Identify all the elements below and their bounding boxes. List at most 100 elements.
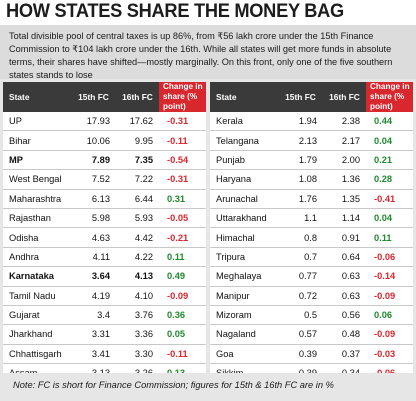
table-row: Arunachal 1.76 1.35 -0.41 — [210, 189, 413, 209]
fc15-cell: 7.52 — [91, 174, 110, 185]
fc16-cell: 0.91 — [341, 232, 360, 243]
header-change: Change in share (% point) — [366, 82, 413, 112]
fc16-cell: 2.38 — [341, 116, 360, 127]
fc16-cell: 0.63 — [341, 271, 360, 282]
table-row: West Bengal 7.52 7.22 -0.31 — [3, 170, 206, 190]
fc16-cell: 9.95 — [134, 135, 153, 146]
fc15-cell: 1.79 — [298, 154, 317, 165]
fc15-cell: 3.41 — [91, 348, 110, 359]
fc16-cell: 7.35 — [134, 154, 153, 165]
state-cell: Gujarat — [9, 310, 40, 321]
header-16th-fc: 16th FC — [122, 92, 153, 102]
table-row: MP 7.89 7.35 -0.54 — [3, 150, 206, 171]
fc15-cell: 5.98 — [91, 213, 110, 224]
fc15-cell: 0.8 — [304, 232, 317, 243]
fc15-cell: 7.89 — [91, 154, 110, 165]
table-row: Goa 0.39 0.37 -0.03 — [210, 344, 413, 365]
change-cell: -0.09 — [167, 290, 189, 301]
table-body-right: Kerala 1.94 2.38 0.44 Telangana 2.13 2.17 0.04 P… — [210, 112, 413, 384]
change-cell: 0.36 — [167, 310, 186, 321]
fc15-cell: 2.13 — [298, 135, 317, 146]
change-cell: -0.09 — [374, 290, 396, 301]
table-row: Tamil Nadu 4.19 4.10 -0.09 — [3, 286, 206, 306]
change-cell: -0.05 — [167, 213, 189, 224]
fc16-cell: 4.13 — [134, 271, 153, 282]
state-cell: Tamil Nadu — [9, 290, 56, 301]
tables-area: State 15th FC 16th FC Change in share (%… — [0, 79, 416, 384]
fc16-cell: 4.10 — [134, 290, 153, 301]
state-cell: Bihar — [9, 135, 31, 146]
fc15-cell: 3.64 — [91, 271, 110, 282]
change-cell: -0.06 — [374, 251, 396, 262]
table-row: Jharkhand 3.31 3.36 0.05 — [3, 325, 206, 345]
header-change: Change in share (% point) — [159, 82, 206, 112]
change-cell: -0.09 — [374, 329, 396, 340]
fc15-cell: 0.7 — [304, 251, 317, 262]
fc15-cell: 4.19 — [91, 290, 110, 301]
fc16-cell: 2.00 — [341, 154, 360, 165]
change-cell: -0.11 — [167, 348, 188, 359]
fc15-cell: 3.4 — [97, 310, 110, 321]
change-cell: 0.11 — [167, 251, 185, 262]
table-row: Mizoram 0.5 0.56 0.06 — [210, 305, 413, 326]
table-row: Haryana 1.08 1.36 0.28 — [210, 170, 413, 190]
state-cell: Karnataka — [9, 271, 54, 282]
table-row: Tripura 0.7 0.64 -0.06 — [210, 247, 413, 268]
fc16-cell: 0.37 — [341, 348, 360, 359]
fc15-cell: 6.13 — [91, 193, 110, 204]
change-cell: 0.31 — [167, 193, 186, 204]
state-cell: Maharashtra — [9, 193, 62, 204]
fc15-cell: 4.11 — [92, 251, 110, 262]
table-row: Karnataka 3.64 4.13 0.49 — [3, 267, 206, 287]
change-cell: 0.05 — [167, 329, 186, 340]
table-row: Himachal 0.8 0.91 0.11 — [210, 228, 413, 248]
change-cell: -0.21 — [167, 232, 189, 243]
table-row: Uttarakhand 1.1 1.14 0.04 — [210, 208, 413, 229]
fc16-cell: 3.76 — [134, 310, 153, 321]
fc16-cell: 7.22 — [134, 174, 153, 185]
header-15th-fc: 15th FC — [78, 92, 109, 102]
state-cell: Telangana — [216, 135, 259, 146]
intro-text: Total divisible pool of central taxes is… — [0, 25, 416, 80]
fc16-cell: 3.36 — [134, 329, 153, 340]
state-cell: West Bengal — [9, 174, 62, 185]
change-cell: -0.11 — [167, 135, 188, 146]
table-header: State 15th FC 16th FC Change in share (%… — [3, 82, 206, 112]
state-cell: Rajasthan — [9, 213, 51, 224]
fc16-cell: 2.17 — [341, 135, 360, 146]
fc15-cell: 0.5 — [304, 310, 317, 321]
change-cell: 0.11 — [374, 232, 392, 243]
state-cell: Arunachal — [216, 193, 258, 204]
fc16-cell: 0.63 — [341, 290, 360, 301]
state-cell: Jharkhand — [9, 329, 53, 340]
fc16-cell: 0.48 — [341, 329, 360, 340]
state-cell: Odisha — [9, 232, 39, 243]
fc16-cell: 1.35 — [341, 193, 360, 204]
page-title: HOW STATES SHARE THE MONEY BAG — [6, 1, 344, 22]
state-cell: Uttarakhand — [216, 213, 267, 224]
state-cell: Andhra — [9, 251, 39, 262]
change-cell: -0.14 — [374, 271, 396, 282]
fc15-cell: 3.31 — [91, 329, 110, 340]
table-row: Chhattisgarh 3.41 3.30 -0.11 — [3, 344, 206, 365]
header-state: State — [216, 92, 237, 102]
fc16-cell: 4.22 — [134, 251, 153, 262]
table-row: Gujarat 3.4 3.76 0.36 — [3, 305, 206, 326]
state-cell: Chhattisgarh — [9, 348, 62, 359]
table-right: State 15th FC 16th FC Change in share (%… — [210, 82, 413, 384]
change-cell: 0.28 — [374, 174, 393, 185]
table-row: Andhra 4.11 4.22 0.11 — [3, 247, 206, 268]
fc15-cell: 0.39 — [298, 348, 317, 359]
table-row: UP 17.93 17.62 -0.31 — [3, 112, 206, 132]
table-header: State 15th FC 16th FC Change in share (%… — [210, 82, 413, 112]
fc15-cell: 0.57 — [298, 329, 317, 340]
change-cell: 0.04 — [374, 135, 393, 146]
fc16-cell: 3.30 — [134, 348, 153, 359]
change-cell: 0.49 — [167, 271, 186, 282]
fc15-cell: 10.06 — [86, 135, 110, 146]
table-row: Rajasthan 5.98 5.93 -0.05 — [3, 208, 206, 229]
fc16-cell: 0.64 — [341, 251, 360, 262]
change-cell: -0.54 — [167, 154, 189, 165]
table-row: Maharashtra 6.13 6.44 0.31 — [3, 189, 206, 209]
state-cell: Himachal — [216, 232, 255, 243]
